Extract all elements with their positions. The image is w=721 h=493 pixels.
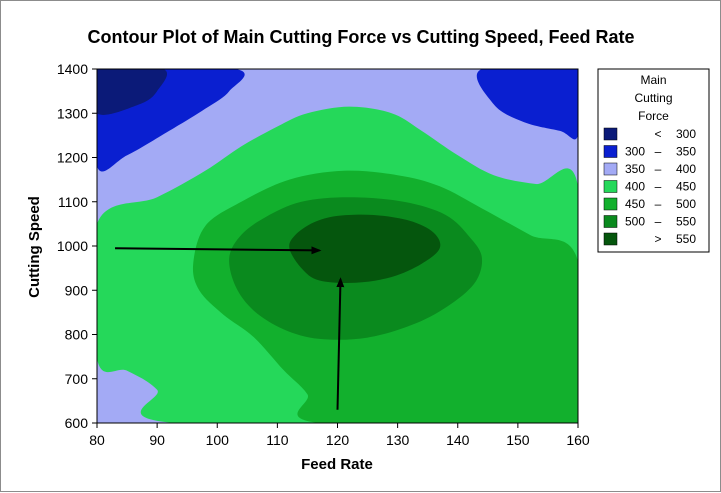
contour-region--550-7 [289, 214, 441, 283]
legend-swatch [603, 162, 618, 176]
x-tick-label: 150 [506, 432, 530, 448]
x-tick-label: 120 [326, 432, 350, 448]
legend-entry-low: 500 [625, 215, 645, 229]
legend-entry-low: 350 [625, 162, 645, 176]
y-tick-label: 1300 [57, 105, 88, 121]
legend-entry-high: 550 [676, 215, 696, 229]
legend-entry-sep: < [654, 127, 661, 141]
legend-entry-sep: > [654, 232, 661, 246]
legend-entry-high: 500 [676, 197, 696, 211]
y-tick-label: 600 [65, 415, 89, 431]
y-tick-label: 1100 [58, 194, 88, 210]
annotation-arrow-1 [115, 246, 322, 255]
x-axis-label: Feed Rate [301, 456, 373, 473]
legend-swatch [603, 232, 618, 246]
legend-entry-high: 550 [676, 232, 696, 246]
axes: 80 90 100 110 120 130 140 150 160 600 700 800 900 100… [57, 61, 590, 448]
legend-entry-sep: – [655, 180, 662, 194]
chart-title: Contour Plot of Main Cutting Force vs Cu… [87, 27, 634, 47]
plot-area [97, 69, 578, 423]
legend-entry-high: 300 [676, 127, 696, 141]
contour-region-300-350-2 [476, 69, 578, 140]
legend-entry-low: 400 [625, 180, 645, 194]
x-tick-label: 110 [266, 432, 289, 448]
y-tick-label: 700 [65, 371, 89, 387]
y-tick-label: 1400 [57, 61, 88, 77]
y-tick-label: 1000 [57, 238, 88, 254]
y-axis-label: Cutting Speed [26, 196, 43, 298]
legend-entry-high: 450 [676, 180, 696, 194]
legend-entry-low: 450 [625, 197, 645, 211]
x-tick-label: 160 [566, 432, 590, 448]
contour-region--300-1 [97, 69, 167, 115]
y-tick-label: 900 [65, 282, 89, 298]
legend-title-line: Main [640, 73, 666, 87]
y-tick-label: 800 [65, 327, 89, 343]
annotation-arrow-2 [336, 277, 345, 410]
legend-entry-sep: – [655, 197, 662, 211]
legend-swatch [603, 180, 618, 193]
legend-entry-low: 300 [625, 145, 645, 159]
x-tick-label: 140 [446, 432, 470, 448]
legend-entry-high: 400 [676, 162, 696, 176]
legend-swatch [603, 215, 618, 228]
legend-title-line: Force [638, 109, 669, 123]
legend-swatch [603, 145, 618, 158]
legend-entry-sep: – [655, 162, 662, 176]
legend-swatch [603, 197, 618, 211]
x-tick-label: 80 [89, 432, 105, 448]
legend-swatch [603, 127, 618, 141]
legend-title-line: Cutting [634, 91, 672, 105]
x-tick-label: 100 [206, 432, 230, 448]
legend-entry-high: 350 [676, 145, 696, 159]
x-tick-label: 130 [386, 432, 410, 448]
legend-entry-sep: – [655, 215, 662, 229]
y-tick-label: 1200 [57, 150, 88, 166]
x-tick-label: 90 [149, 432, 165, 448]
legend-entry-sep: – [655, 145, 662, 159]
